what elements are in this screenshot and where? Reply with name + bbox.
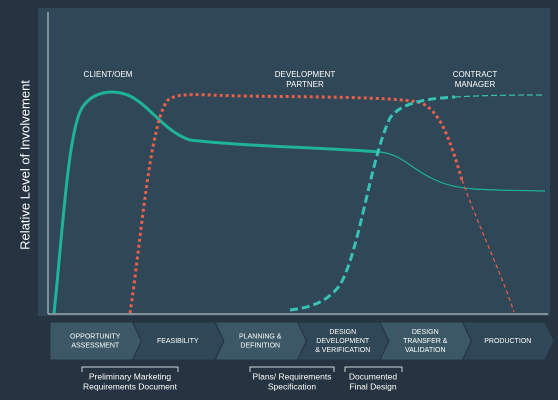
deliverable-label: Preliminary Marketing <box>89 371 171 381</box>
phase-label: PLANNING & <box>239 333 282 340</box>
curve-label: MANAGER <box>455 80 496 89</box>
curve-label: CONTRACT <box>453 70 498 79</box>
phase-label: ASSESSMENT <box>71 342 120 349</box>
deliverable-bracket <box>81 366 179 372</box>
client-curve-tail <box>379 151 546 192</box>
phase-label: & VERIFICATION <box>315 347 370 354</box>
partner-curve <box>128 93 464 314</box>
phase-chevron <box>461 321 555 361</box>
phase-chevron <box>214 321 308 361</box>
phase-label: OPPORTUNITY <box>70 333 121 340</box>
phase-label: VALIDATION <box>405 347 446 354</box>
deliverable-bracket <box>249 366 335 372</box>
phase-label: DEVELOPMENT <box>316 338 370 345</box>
phase-label: FEASIBILITY <box>157 338 199 345</box>
phase-label: DEFINITION <box>240 342 280 349</box>
deliverable-label: Documented <box>349 371 397 381</box>
deliverable-label: Requirements Document <box>83 381 178 391</box>
deliverable-label: Specification <box>268 381 316 391</box>
phase-label: PRODUCTION <box>484 338 531 345</box>
curve-label: PARTNER <box>286 80 324 89</box>
phase-label: DESIGN <box>329 329 356 336</box>
deliverable-label: Final Design <box>349 381 397 391</box>
manager-curve <box>289 95 456 312</box>
curve-label: CLIENT/OEM <box>84 70 133 79</box>
curve-label: DEVELOPMENT <box>275 70 336 79</box>
phase-label: DESIGN <box>412 329 439 336</box>
phase-label: TRANSFER & <box>403 338 448 345</box>
plot-panel <box>38 8 550 316</box>
deliverable-label: Plans/ Requirements <box>253 371 332 381</box>
phase-chevron <box>49 321 143 361</box>
deliverable-bracket <box>344 366 403 372</box>
client-curve <box>52 90 381 314</box>
y-axis-label: Relative Level of Involvement <box>17 80 32 250</box>
manager-curve-tail <box>454 94 546 98</box>
partner-curve-tail <box>461 179 515 313</box>
